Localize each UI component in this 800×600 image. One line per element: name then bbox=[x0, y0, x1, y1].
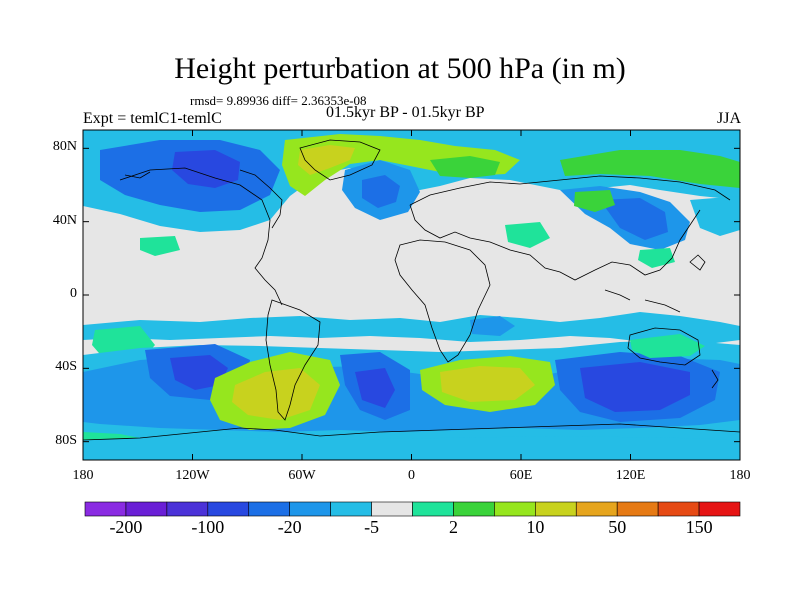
y-tick-label: 0 bbox=[70, 286, 77, 301]
colorbar-swatch bbox=[453, 501, 495, 517]
colorbar-label: -20 bbox=[277, 517, 302, 537]
south-africa-olive-core bbox=[440, 366, 535, 402]
colorbar-label: 10 bbox=[526, 517, 545, 537]
europe-green-region bbox=[430, 156, 500, 178]
y-tick-marks bbox=[83, 147, 740, 443]
siberia-green-region bbox=[560, 150, 740, 188]
colorbar-swatch bbox=[166, 501, 209, 517]
x-tick-label: 180 bbox=[729, 468, 751, 483]
coastline-africa bbox=[394, 239, 491, 363]
colorbar-label: -5 bbox=[364, 517, 380, 537]
colorbar-swatch bbox=[289, 501, 331, 517]
field-layer bbox=[83, 130, 740, 460]
colorbar-swatch bbox=[125, 501, 168, 517]
west-pacific-teal-region bbox=[638, 248, 675, 268]
x-tick-label: 180 bbox=[72, 468, 94, 483]
season-label: JJA bbox=[717, 110, 742, 127]
coastline-australia bbox=[627, 327, 701, 366]
coastline-eurasia bbox=[409, 175, 731, 281]
coastline-south-america bbox=[265, 299, 321, 421]
australia-green-region bbox=[630, 334, 705, 358]
y-tick-label: 80S bbox=[55, 432, 77, 448]
atlantic-deep-blue-core bbox=[362, 175, 400, 208]
east-europe-teal-region bbox=[505, 222, 550, 248]
colorbar-swatch bbox=[616, 501, 659, 517]
central-asia-green-region bbox=[574, 190, 615, 212]
map-title: Height perturbation at 500 hPa (in m) bbox=[174, 52, 626, 85]
colorbar-swatch bbox=[412, 501, 454, 517]
coastline-greenland bbox=[299, 139, 381, 181]
colorbar-swatch bbox=[657, 501, 700, 517]
colorbar-swatch bbox=[371, 501, 413, 517]
indian-ocean-blue-spot bbox=[470, 316, 515, 336]
stats-label: rmsd= 9.89936 diff= 2.36353e-08 bbox=[190, 93, 367, 108]
coastlines bbox=[83, 139, 740, 441]
colorbar bbox=[84, 501, 741, 517]
south-atlantic-deep-blue-core bbox=[355, 368, 395, 408]
tropical-cyan-strip bbox=[83, 312, 740, 345]
colorbar-swatch bbox=[84, 501, 127, 517]
x-tick-label: 120W bbox=[175, 468, 210, 483]
coastline-antarctica bbox=[83, 423, 740, 441]
colorbar-swatch bbox=[494, 501, 536, 517]
south-pacific-deep-blue-core bbox=[170, 355, 228, 390]
x-tick-label: 120E bbox=[615, 468, 646, 483]
canada-deep-blue-region bbox=[172, 150, 240, 188]
south-indian-deep-blue-core bbox=[580, 362, 690, 412]
asia-deep-blue-region bbox=[600, 198, 668, 240]
colorbar-swatch bbox=[330, 501, 372, 517]
colorbar-swatch bbox=[207, 501, 250, 517]
colorbar-label: 150 bbox=[685, 517, 713, 537]
x-tick-marks bbox=[82, 130, 741, 460]
colorbar-swatch bbox=[248, 501, 290, 517]
y-tick-label: 80N bbox=[52, 139, 77, 155]
coastline-islands bbox=[604, 254, 719, 389]
x-tick-label: 60E bbox=[509, 468, 533, 483]
colorbar-label: -100 bbox=[191, 517, 225, 537]
coastline-north-america bbox=[119, 167, 283, 306]
period-label: 01.5kyr BP - 01.5kyr BP bbox=[326, 104, 485, 121]
antarctic-cyan-band bbox=[83, 436, 740, 460]
colorbar-label: 50 bbox=[608, 517, 627, 537]
colorbar-swatch bbox=[535, 501, 577, 517]
colorbar-swatch bbox=[698, 501, 741, 517]
colorbar-swatch bbox=[575, 501, 618, 517]
colorbar-label: 2 bbox=[448, 517, 458, 537]
y-tick-label: 40S bbox=[55, 359, 77, 375]
y-tick-label: 40N bbox=[52, 212, 77, 228]
colorbar-label: -200 bbox=[109, 517, 143, 537]
experiment-label: Expt = temlC1-temlC bbox=[83, 110, 222, 127]
pacific-cyan-region bbox=[690, 196, 740, 236]
east-pacific-teal-region bbox=[140, 236, 180, 256]
x-tick-label: 0 bbox=[408, 468, 415, 483]
x-tick-label: 60W bbox=[288, 468, 316, 483]
